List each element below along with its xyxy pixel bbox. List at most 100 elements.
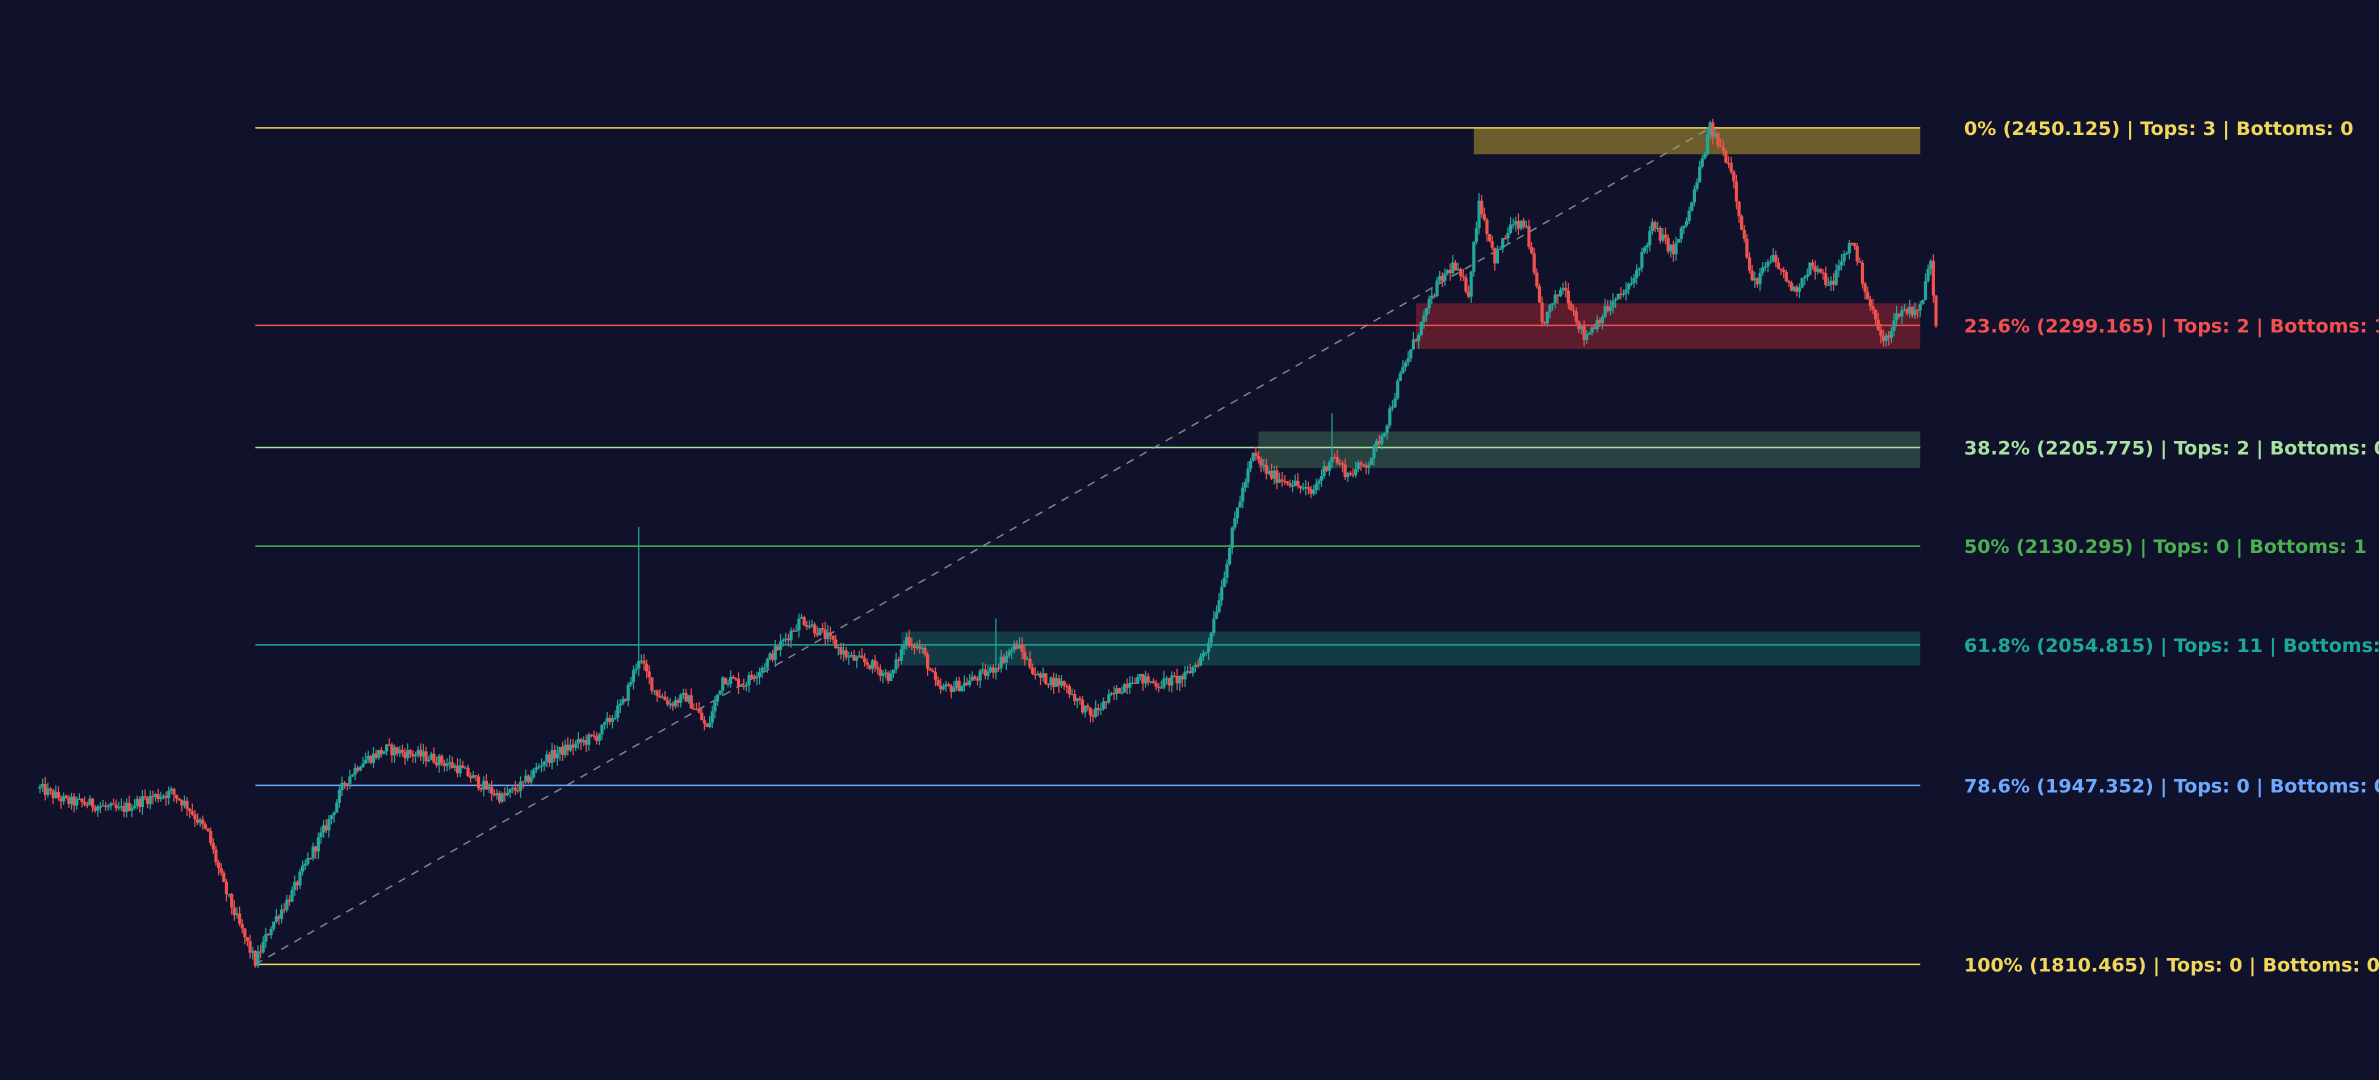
candle-355 bbox=[970, 671, 974, 682]
candle-body bbox=[1585, 334, 1589, 340]
candle-264 bbox=[731, 675, 735, 679]
candle-body bbox=[1737, 201, 1741, 217]
candle-339 bbox=[928, 667, 932, 671]
candle-body bbox=[219, 868, 223, 873]
candle-700 bbox=[1876, 312, 1880, 332]
candle-body bbox=[537, 766, 541, 768]
candle-body bbox=[1511, 224, 1515, 226]
candle-237 bbox=[660, 693, 664, 699]
candle-88 bbox=[269, 926, 273, 939]
candle-body bbox=[1540, 302, 1544, 323]
candle-body bbox=[1595, 319, 1599, 330]
candle-219 bbox=[613, 710, 617, 721]
candle-582 bbox=[1566, 283, 1570, 310]
candle-body bbox=[1637, 268, 1641, 271]
candle-58 bbox=[190, 803, 194, 817]
candle-472 bbox=[1277, 472, 1282, 484]
candle-body bbox=[647, 671, 651, 678]
candle-body bbox=[684, 692, 688, 702]
candle-664 bbox=[1782, 266, 1786, 278]
candle-body bbox=[571, 744, 575, 748]
candle-body bbox=[1227, 547, 1232, 565]
candle-722 bbox=[1934, 294, 1938, 328]
candle-body bbox=[1459, 268, 1463, 277]
candle-608 bbox=[1635, 264, 1639, 285]
candle-538 bbox=[1451, 255, 1455, 276]
candle-533 bbox=[1438, 270, 1442, 285]
candle-body bbox=[1600, 316, 1605, 324]
candle-body bbox=[1629, 283, 1633, 285]
candle-body bbox=[1343, 464, 1347, 478]
candle-body bbox=[952, 687, 956, 692]
candle-body bbox=[243, 928, 247, 938]
candle-body bbox=[823, 629, 827, 640]
candle-181 bbox=[513, 780, 517, 796]
candle-188 bbox=[532, 767, 536, 780]
candle-380 bbox=[1036, 670, 1040, 676]
candle-body bbox=[1164, 678, 1169, 680]
candle-605 bbox=[1627, 282, 1631, 295]
candle-body bbox=[169, 788, 173, 791]
candle-body bbox=[702, 720, 706, 724]
candle-448 bbox=[1214, 605, 1219, 620]
candle-body bbox=[700, 712, 704, 721]
fib-zone-618 bbox=[901, 631, 1921, 666]
candle-body bbox=[1067, 685, 1072, 695]
candle-body bbox=[581, 739, 586, 743]
candle-253 bbox=[702, 716, 706, 731]
candle-609 bbox=[1637, 267, 1641, 277]
candle-body bbox=[1185, 671, 1190, 673]
candle-409 bbox=[1112, 685, 1116, 700]
candle-42 bbox=[148, 790, 152, 810]
candle-506 bbox=[1367, 461, 1371, 475]
candle-317 bbox=[870, 658, 875, 674]
candle-356 bbox=[973, 674, 977, 681]
candle-33 bbox=[125, 798, 129, 818]
candle-294 bbox=[810, 619, 814, 628]
candle-677 bbox=[1816, 265, 1820, 275]
candle-body bbox=[694, 708, 699, 711]
candle-360 bbox=[983, 663, 987, 680]
fib-label-786: 78.6% (1947.352) | Tops: 0 | Bottoms: 0 bbox=[1964, 775, 2379, 797]
candle-566 bbox=[1524, 220, 1528, 229]
candle-body bbox=[1322, 466, 1326, 477]
candle-body bbox=[1803, 277, 1807, 279]
candle-body bbox=[637, 660, 641, 669]
candle-body bbox=[624, 698, 628, 701]
candle-body bbox=[1931, 260, 1935, 296]
candle-412 bbox=[1120, 686, 1124, 695]
candle-body bbox=[1159, 687, 1163, 689]
candle-564 bbox=[1519, 219, 1523, 231]
candle-body bbox=[860, 655, 864, 659]
candle-body bbox=[1572, 310, 1576, 312]
candle-394 bbox=[1073, 689, 1077, 706]
candle-body bbox=[1054, 678, 1058, 687]
candle-body bbox=[248, 941, 252, 953]
candle-body bbox=[1616, 293, 1620, 300]
candle-body bbox=[595, 736, 599, 741]
candle-body bbox=[776, 646, 780, 650]
candle-127 bbox=[371, 747, 376, 768]
candle-128 bbox=[374, 749, 378, 760]
candle-74 bbox=[232, 900, 236, 921]
candle-body bbox=[1375, 440, 1379, 446]
candle-body bbox=[1548, 304, 1552, 312]
candle-300 bbox=[826, 625, 830, 644]
candle-575 bbox=[1548, 303, 1552, 319]
candle-body bbox=[285, 899, 289, 910]
candle-413 bbox=[1122, 682, 1127, 693]
candle-body bbox=[723, 677, 727, 685]
candle-body bbox=[1900, 310, 1904, 317]
candle-457 bbox=[1238, 495, 1242, 508]
candle-599 bbox=[1611, 293, 1615, 314]
candle-313 bbox=[860, 648, 864, 659]
candle-529 bbox=[1427, 295, 1431, 315]
candle-62 bbox=[201, 815, 205, 830]
candle-629 bbox=[1690, 201, 1694, 212]
candle-body bbox=[852, 654, 856, 661]
candle-154 bbox=[442, 759, 447, 772]
candle-body bbox=[125, 802, 129, 812]
candle-body bbox=[1380, 435, 1384, 444]
candle-436 bbox=[1183, 666, 1187, 688]
candle-396 bbox=[1078, 695, 1082, 705]
